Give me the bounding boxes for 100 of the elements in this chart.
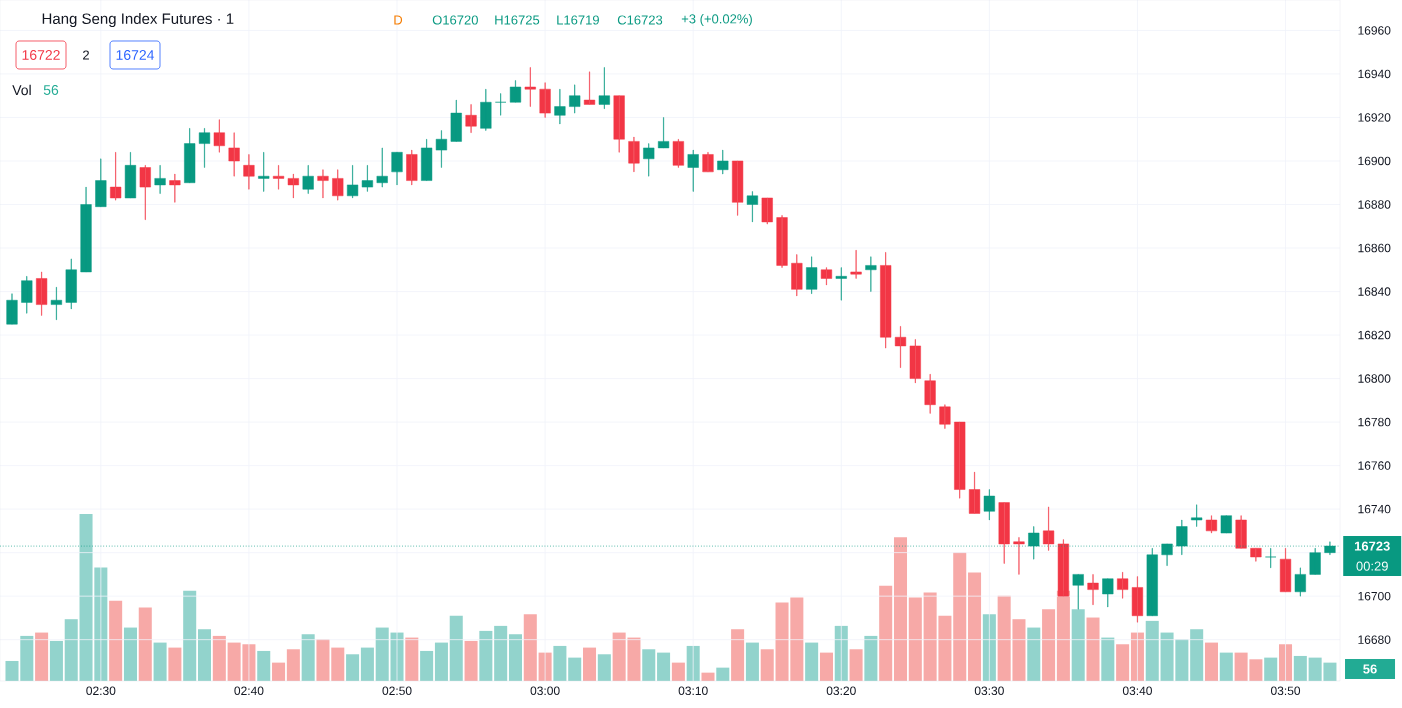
bar xyxy=(331,647,345,681)
candlestick xyxy=(465,104,477,133)
candlestick xyxy=(302,165,314,194)
annotation: 2 xyxy=(83,50,89,60)
candlestick xyxy=(657,117,670,149)
bar xyxy=(893,537,908,681)
candlestick xyxy=(1235,515,1247,549)
candlestick xyxy=(332,169,344,201)
y-tick-label: 16680 xyxy=(1358,635,1391,644)
bar xyxy=(346,654,360,681)
candlestick xyxy=(435,130,448,168)
candlestick xyxy=(539,82,551,118)
y-tick-label: 16920 xyxy=(1358,113,1391,122)
candlestick xyxy=(317,169,329,199)
bar xyxy=(35,632,49,681)
bar xyxy=(968,572,982,681)
y-tick-label: 16740 xyxy=(1358,504,1391,514)
ref-line-label: 16723 xyxy=(1354,541,1390,551)
candlestick xyxy=(6,293,18,325)
annotation: O16720 xyxy=(432,15,478,25)
candlestick xyxy=(806,256,818,294)
candlestick xyxy=(1087,574,1099,606)
candlestick xyxy=(95,158,107,207)
candlestick xyxy=(1117,571,1129,599)
bar xyxy=(168,647,182,681)
candlestick xyxy=(1013,537,1025,575)
candlestick xyxy=(1146,548,1158,616)
candlestick xyxy=(154,165,166,194)
candlestick xyxy=(406,149,418,186)
candlestick xyxy=(1191,504,1203,527)
bar xyxy=(1116,644,1130,681)
candlestick xyxy=(184,128,196,183)
bar xyxy=(360,647,374,681)
candlestick xyxy=(450,99,462,142)
bar xyxy=(138,607,152,681)
y-tick-label: 16960 xyxy=(1358,26,1391,35)
candlestick xyxy=(894,326,907,368)
candlestick xyxy=(272,165,285,190)
bar xyxy=(953,552,967,681)
annotation: H16725 xyxy=(495,15,540,25)
bar xyxy=(642,649,656,681)
candlestick xyxy=(169,173,181,203)
bar xyxy=(908,597,922,681)
annotation: +3 (+0.02%) xyxy=(681,13,752,27)
bar xyxy=(49,640,63,681)
candlestick xyxy=(124,152,137,199)
bar xyxy=(1219,652,1233,681)
bar xyxy=(849,649,863,681)
y-tick-label: 16880 xyxy=(1358,200,1391,209)
bar xyxy=(716,667,730,681)
bar xyxy=(109,600,123,681)
x-tick-label: 03:40 xyxy=(1122,686,1152,696)
candlestick xyxy=(1250,548,1262,562)
text: 56 xyxy=(1363,664,1377,674)
y-tick-label: 16900 xyxy=(1358,156,1391,166)
candlestick xyxy=(228,132,240,177)
candlestick xyxy=(36,271,48,316)
bar xyxy=(508,634,522,681)
candlestick xyxy=(524,67,536,107)
bar xyxy=(1204,642,1218,681)
candlestick xyxy=(80,186,92,273)
y-tick-label: 16860 xyxy=(1358,243,1391,253)
candlestick xyxy=(880,252,892,349)
candlestick xyxy=(287,173,299,199)
bar xyxy=(153,642,167,681)
candlestick xyxy=(391,152,403,186)
bar xyxy=(494,625,508,681)
candlestick xyxy=(495,93,507,116)
candlestick xyxy=(1279,548,1292,593)
x-tick-label: 03:30 xyxy=(974,686,1004,696)
candlestick xyxy=(110,152,122,201)
candlestick xyxy=(1265,548,1277,569)
candlestick xyxy=(65,258,77,310)
annotation: L16719 xyxy=(557,15,599,25)
bar xyxy=(272,662,286,681)
annotation: D xyxy=(394,15,403,25)
bar xyxy=(1071,609,1085,681)
bar xyxy=(745,642,759,681)
bar xyxy=(671,662,685,681)
candlestick xyxy=(1043,506,1055,551)
bar xyxy=(1264,657,1278,681)
y-tick-label: 16840 xyxy=(1358,287,1391,296)
y-tick-label: 16760 xyxy=(1358,461,1391,470)
bar xyxy=(1042,609,1056,681)
y-tick-label: 16820 xyxy=(1358,330,1391,340)
x-tick-label: 03:50 xyxy=(1270,686,1301,696)
bar xyxy=(1279,644,1293,681)
annotation: 16724 xyxy=(116,50,155,60)
bar xyxy=(420,650,434,681)
candlestick xyxy=(732,160,744,216)
chart-title: Vol xyxy=(12,84,31,96)
candlestick xyxy=(702,152,714,173)
bar xyxy=(183,590,197,681)
candlestick xyxy=(924,373,936,414)
candlestick xyxy=(968,471,981,514)
candlestick xyxy=(50,286,62,321)
candlestick xyxy=(687,149,699,192)
annotation: 16722 xyxy=(22,50,60,60)
candlestick xyxy=(480,88,492,131)
candlestick xyxy=(850,249,862,279)
